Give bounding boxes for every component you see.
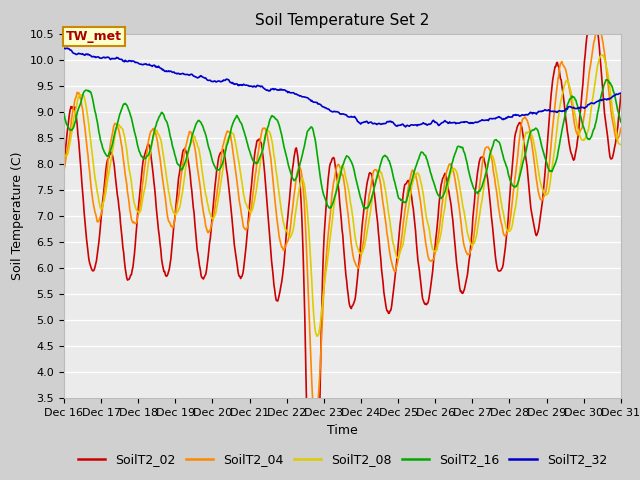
Y-axis label: Soil Temperature (C): Soil Temperature (C) xyxy=(11,152,24,280)
X-axis label: Time: Time xyxy=(327,424,358,437)
Title: Soil Temperature Set 2: Soil Temperature Set 2 xyxy=(255,13,429,28)
Text: TW_met: TW_met xyxy=(66,30,122,43)
Legend: SoilT2_02, SoilT2_04, SoilT2_08, SoilT2_16, SoilT2_32: SoilT2_02, SoilT2_04, SoilT2_08, SoilT2_… xyxy=(73,448,612,471)
